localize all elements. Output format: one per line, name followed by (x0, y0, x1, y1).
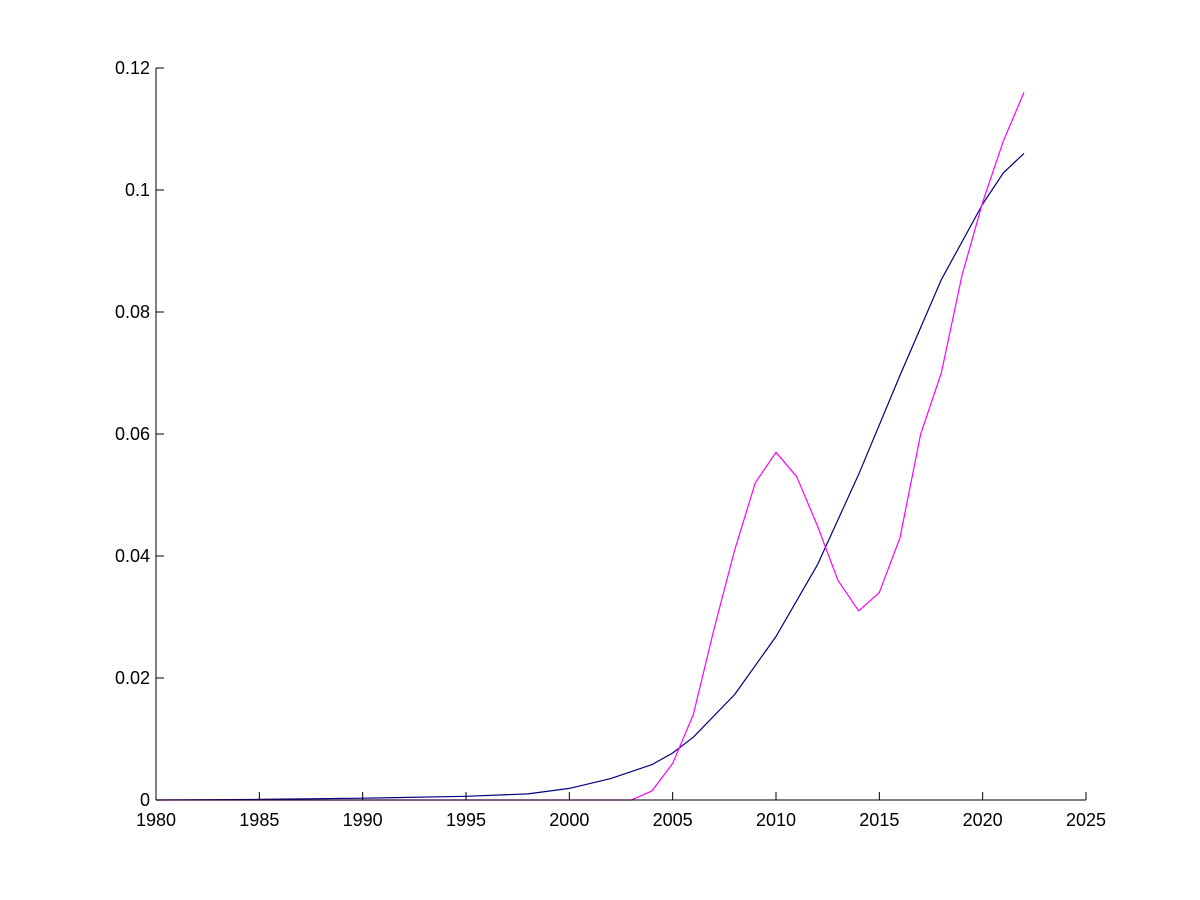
x-tick-label: 1980 (136, 810, 176, 830)
x-tick-label: 2005 (653, 810, 693, 830)
x-tick-label: 1985 (239, 810, 279, 830)
x-tick-label: 2010 (756, 810, 796, 830)
y-tick-label: 0.1 (125, 180, 150, 200)
x-tick-label: 2025 (1066, 810, 1106, 830)
x-tick-label: 2015 (859, 810, 899, 830)
tick-layer: 1980 1985 1990 1995 2000 2005 2010 2015 2020 2025… (115, 58, 1106, 830)
x-tick-label: 1990 (343, 810, 383, 830)
x-tick-label: 2000 (549, 810, 589, 830)
y-tick-label: 0.08 (115, 302, 150, 322)
y-tick-label: 0.06 (115, 424, 150, 444)
y-tick-label: 0.04 (115, 546, 150, 566)
y-tick-label: 0.12 (115, 58, 150, 78)
x-tick-label: 2020 (963, 810, 1003, 830)
y-tick-label: 0 (140, 790, 150, 810)
x-tick-label: 1995 (446, 810, 486, 830)
y-tick-label: 0.02 (115, 668, 150, 688)
